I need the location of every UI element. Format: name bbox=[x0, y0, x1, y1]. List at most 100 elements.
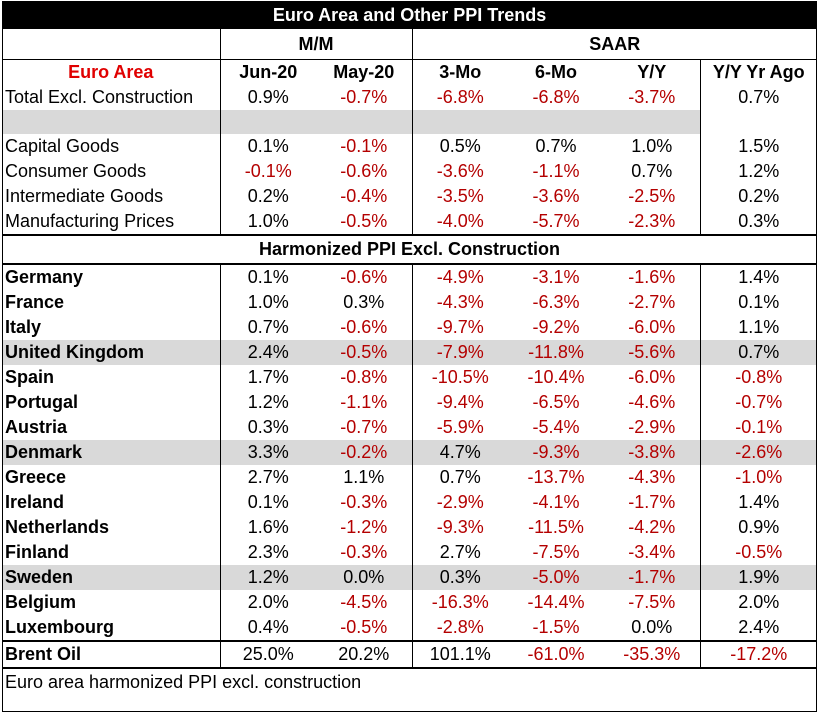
group-header-saar: SAAR bbox=[411, 29, 818, 60]
cell-jun-20: 2.4% bbox=[219, 340, 316, 365]
spacer-cell bbox=[316, 110, 412, 134]
table-row: Capital Goods 0.1% -0.1% 0.5% 0.7% 1.0% 1.5% bbox=[2, 134, 818, 159]
cell-y-y: -7.5% bbox=[628, 592, 676, 612]
cell-y-y: -2.3% bbox=[628, 211, 676, 231]
row-label-consumer-goods: Consumer Goods bbox=[5, 161, 147, 181]
cell-3-mo: -2.8% bbox=[411, 615, 508, 641]
footnote: Euro area harmonized PPI excl. construct… bbox=[2, 667, 818, 696]
section-title: Harmonized PPI Excl. Construction bbox=[2, 234, 818, 265]
cell-may-20: 20.2% bbox=[316, 640, 412, 668]
column-header-euro-area: Euro Area bbox=[2, 59, 220, 85]
cell-y-y: -4.3% bbox=[628, 467, 676, 487]
cell-may-20: -0.5% bbox=[316, 340, 412, 365]
cell-y-y-yr-ago: 0.1% bbox=[699, 290, 818, 315]
cell-3-mo: -3.5% bbox=[411, 184, 508, 209]
ppi-table: Euro Area and Other PPI Trends M/M SAAR … bbox=[2, 1, 818, 696]
cell-6-mo: -1.5% bbox=[532, 617, 580, 637]
cell-y-y-yr-ago: 0.7% bbox=[699, 85, 818, 110]
spacer-row bbox=[2, 110, 818, 134]
cell-jun-20: 0.9% bbox=[219, 85, 316, 110]
cell-jun-20: 2.7% bbox=[219, 465, 316, 490]
cell-y-y-yr-ago: -0.8% bbox=[699, 365, 818, 390]
cell-6-mo: -1.1% bbox=[532, 161, 580, 181]
cell-y-y-yr-ago: -0.1% bbox=[699, 415, 818, 440]
row-label-greece: Greece bbox=[5, 467, 67, 487]
cell-y-y-yr-ago: -17.2% bbox=[699, 640, 818, 668]
table-row: Ireland 0.1% -0.3% -2.9% -4.1% -1.7% 1.4% bbox=[2, 490, 818, 515]
cell-3-mo: 0.5% bbox=[411, 134, 508, 159]
cell-jun-20: 2.3% bbox=[219, 540, 316, 565]
table-row: Denmark 3.3% -0.2% 4.7% -9.3% -3.8% -2.6% bbox=[2, 440, 818, 465]
cell-may-20: -0.7% bbox=[340, 417, 388, 437]
row-label-total-excl-construction: Total Excl. Construction bbox=[5, 87, 194, 107]
table-row: Germany 0.1% -0.6% -4.9% -3.1% -1.6% 1.4% bbox=[2, 264, 818, 290]
cell-may-20: -0.6% bbox=[340, 317, 388, 337]
spacer-cell bbox=[508, 110, 604, 134]
cell-3-mo: 2.7% bbox=[411, 540, 508, 565]
cell-3-mo: 4.7% bbox=[411, 440, 508, 465]
cell-jun-20: 1.2% bbox=[219, 565, 316, 590]
cell-y-y-yr-ago: 2.0% bbox=[699, 590, 818, 615]
cell-3-mo: -6.8% bbox=[411, 85, 508, 110]
cell-3-mo: -2.9% bbox=[411, 490, 508, 515]
cell-y-y-yr-ago: 1.5% bbox=[699, 134, 818, 159]
cell-y-y: -4.2% bbox=[628, 517, 676, 537]
cell-y-y-yr-ago: -0.5% bbox=[699, 540, 818, 565]
cell-jun-20: 0.4% bbox=[219, 615, 316, 641]
table-row: Consumer Goods -0.1% -0.6% -3.6% -1.1% 0.7% 1.… bbox=[2, 159, 818, 184]
row-label-sweden: Sweden bbox=[2, 565, 220, 590]
cell-may-20: -0.8% bbox=[340, 367, 388, 387]
cell-3-mo: -4.3% bbox=[411, 290, 508, 315]
cell-may-20: -1.1% bbox=[340, 392, 388, 412]
cell-6-mo: -9.3% bbox=[508, 440, 604, 465]
cell-may-20: -0.1% bbox=[340, 136, 388, 156]
cell-may-20: -0.2% bbox=[316, 440, 412, 465]
cell-y-y: -3.8% bbox=[604, 440, 700, 465]
cell-y-y: -2.7% bbox=[628, 292, 676, 312]
cell-y-y: -1.7% bbox=[628, 492, 676, 512]
cell-6-mo: -5.0% bbox=[508, 565, 604, 590]
cell-y-y: -5.6% bbox=[604, 340, 700, 365]
cell-3-mo: -4.9% bbox=[411, 264, 508, 290]
cell-jun-20: 0.3% bbox=[219, 415, 316, 440]
cell-jun-20: 3.3% bbox=[219, 440, 316, 465]
cell-6-mo: -5.7% bbox=[532, 211, 580, 231]
cell-y-y-yr-ago: 1.2% bbox=[699, 159, 818, 184]
spacer-cell bbox=[604, 110, 700, 134]
row-label-brent-oil: Brent Oil bbox=[2, 640, 220, 668]
cell-jun-20: 2.0% bbox=[219, 590, 316, 615]
cell-6-mo: -6.8% bbox=[532, 87, 580, 107]
cell-may-20: -0.5% bbox=[340, 211, 388, 231]
table-row: Austria 0.3% -0.7% -5.9% -5.4% -2.9% -0.1% bbox=[2, 415, 818, 440]
cell-6-mo: -61.0% bbox=[508, 640, 604, 668]
cell-6-mo: -11.5% bbox=[528, 517, 584, 537]
row-label-ireland: Ireland bbox=[5, 492, 65, 512]
cell-3-mo: -9.7% bbox=[411, 315, 508, 340]
cell-6-mo: -3.6% bbox=[532, 186, 580, 206]
table-row: Manufacturing Prices 1.0% -0.5% -4.0% -5.7% -… bbox=[2, 209, 818, 235]
cell-jun-20: 0.7% bbox=[219, 315, 316, 340]
cell-3-mo: -5.9% bbox=[411, 415, 508, 440]
cell-3-mo: -10.5% bbox=[411, 365, 508, 390]
cell-3-mo: -16.3% bbox=[411, 590, 508, 615]
cell-jun-20: 1.7% bbox=[219, 365, 316, 390]
row-label-austria: Austria bbox=[5, 417, 68, 437]
row-label-united-kingdom: United Kingdom bbox=[2, 340, 220, 365]
table-row: France 1.0% 0.3% -4.3% -6.3% -2.7% 0.1% bbox=[2, 290, 818, 315]
spacer-cell bbox=[411, 110, 508, 134]
table-row: Italy 0.7% -0.6% -9.7% -9.2% -6.0% 1.1% bbox=[2, 315, 818, 340]
cell-y-y: -35.3% bbox=[604, 640, 700, 668]
cell-y-y-yr-ago: 1.1% bbox=[699, 315, 818, 340]
cell-may-20: -0.6% bbox=[340, 161, 388, 181]
cell-y-y: -3.4% bbox=[628, 542, 676, 562]
column-header-may-20: May-20 bbox=[316, 59, 412, 85]
cell-6-mo: -6.3% bbox=[532, 292, 580, 312]
cell-y-y-yr-ago: 0.7% bbox=[699, 340, 818, 365]
cell-jun-20: 0.1% bbox=[219, 264, 316, 290]
footnote-row: Euro area harmonized PPI excl. construct… bbox=[2, 667, 818, 696]
table-row: United Kingdom 2.4% -0.5% -7.9% -11.8% -5.6% 0… bbox=[2, 340, 818, 365]
row-label-capital-goods: Capital Goods bbox=[5, 136, 120, 156]
cell-y-y: -4.6% bbox=[628, 392, 676, 412]
cell-jun-20: 1.0% bbox=[219, 290, 316, 315]
table-row: Intermediate Goods 0.2% -0.4% -3.5% -3.6% -2.… bbox=[2, 184, 818, 209]
